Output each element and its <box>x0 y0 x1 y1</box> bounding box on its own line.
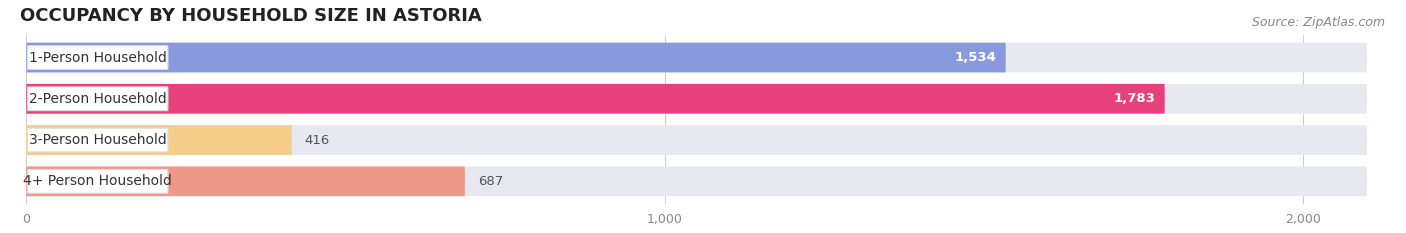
FancyBboxPatch shape <box>28 169 167 193</box>
Text: 1-Person Household: 1-Person Household <box>28 51 167 65</box>
Text: 3-Person Household: 3-Person Household <box>30 133 167 147</box>
Text: Source: ZipAtlas.com: Source: ZipAtlas.com <box>1251 16 1385 29</box>
Text: 4+ Person Household: 4+ Person Household <box>24 174 172 188</box>
FancyBboxPatch shape <box>27 84 1367 114</box>
FancyBboxPatch shape <box>28 128 167 152</box>
Text: 2-Person Household: 2-Person Household <box>30 92 167 106</box>
FancyBboxPatch shape <box>27 84 1164 114</box>
FancyBboxPatch shape <box>27 43 1005 72</box>
FancyBboxPatch shape <box>27 166 1367 196</box>
FancyBboxPatch shape <box>27 43 1367 72</box>
FancyBboxPatch shape <box>27 125 292 155</box>
Text: 1,534: 1,534 <box>955 51 995 64</box>
Text: OCCUPANCY BY HOUSEHOLD SIZE IN ASTORIA: OCCUPANCY BY HOUSEHOLD SIZE IN ASTORIA <box>20 7 482 25</box>
FancyBboxPatch shape <box>28 46 167 69</box>
FancyBboxPatch shape <box>28 87 167 111</box>
FancyBboxPatch shape <box>27 166 465 196</box>
Text: 687: 687 <box>478 175 503 188</box>
Text: 416: 416 <box>305 134 330 147</box>
FancyBboxPatch shape <box>27 125 1367 155</box>
Text: 1,783: 1,783 <box>1114 92 1156 105</box>
